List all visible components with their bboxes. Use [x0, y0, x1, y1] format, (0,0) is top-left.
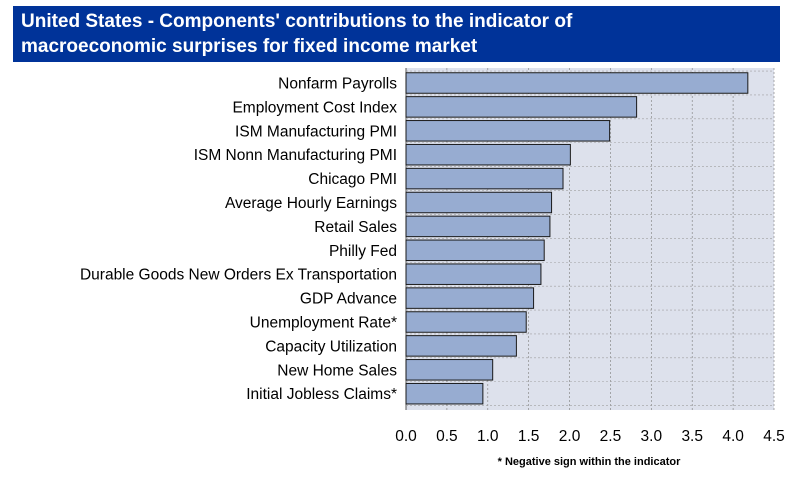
- bar: [405, 335, 517, 357]
- x-tick-label: 3.0: [641, 428, 663, 445]
- bar: [405, 263, 542, 285]
- bar: [405, 191, 553, 214]
- category-label: New Home Sales: [277, 362, 397, 379]
- x-tick-label: 0.0: [395, 428, 417, 445]
- plot-area: [406, 68, 774, 410]
- bar: [405, 359, 494, 381]
- category-label: GDP Advance: [300, 291, 397, 308]
- x-tick-label: 1.0: [477, 428, 499, 445]
- category-label: Philly Fed: [329, 243, 397, 260]
- x-tick-label: 3.5: [681, 428, 703, 445]
- category-label: Retail Sales: [314, 219, 397, 236]
- chart-title-line-2: macroeconomic surprises for fixed income…: [21, 36, 478, 57]
- footnote: * Negative sign within the indicator: [497, 456, 681, 468]
- category-label: Durable Goods New Orders Ex Transportati…: [80, 267, 397, 284]
- category-label: Average Hourly Earnings: [225, 195, 397, 212]
- x-tick-label: 2.5: [600, 428, 622, 445]
- bar: [405, 287, 535, 309]
- x-tick-label: 1.5: [518, 428, 540, 445]
- bar: [405, 239, 545, 262]
- bar: [405, 215, 551, 238]
- category-label: ISM Nonn Manufacturing PMI: [194, 147, 397, 164]
- x-axis-tick-labels: 0.0 0.5 1.0 1.5 2.0 2.5 3.0 3.5 4.0 4.5: [395, 428, 785, 445]
- bar: [405, 382, 484, 405]
- grid-lines: [405, 68, 775, 410]
- category-label: Employment Cost Index: [232, 99, 397, 116]
- x-tick-label: 0.5: [436, 428, 458, 445]
- bar: [405, 143, 571, 166]
- bar: [405, 72, 749, 94]
- bars: [405, 72, 749, 405]
- x-tick-label: 4.0: [722, 428, 744, 445]
- bar: [405, 311, 527, 333]
- chart-title: United States - Components' contribution…: [13, 6, 780, 62]
- bar: [405, 120, 611, 142]
- category-labels: Nonfarm Payrolls Employment Cost Index ISM…: [80, 76, 397, 404]
- category-label: Capacity Utilization: [265, 338, 397, 355]
- category-label: Chicago PMI: [308, 171, 397, 188]
- chart-title-line-1: United States - Components' contribution…: [21, 11, 573, 32]
- category-label: Initial Jobless Claims*: [246, 386, 397, 403]
- x-tick-label: 2.0: [559, 428, 581, 445]
- bar: [405, 167, 564, 190]
- category-label: Unemployment Rate*: [250, 315, 397, 332]
- x-tick-label: 4.5: [763, 428, 785, 445]
- category-label: ISM Manufacturing PMI: [235, 123, 397, 140]
- bar: [405, 96, 638, 118]
- category-label: Nonfarm Payrolls: [278, 76, 397, 93]
